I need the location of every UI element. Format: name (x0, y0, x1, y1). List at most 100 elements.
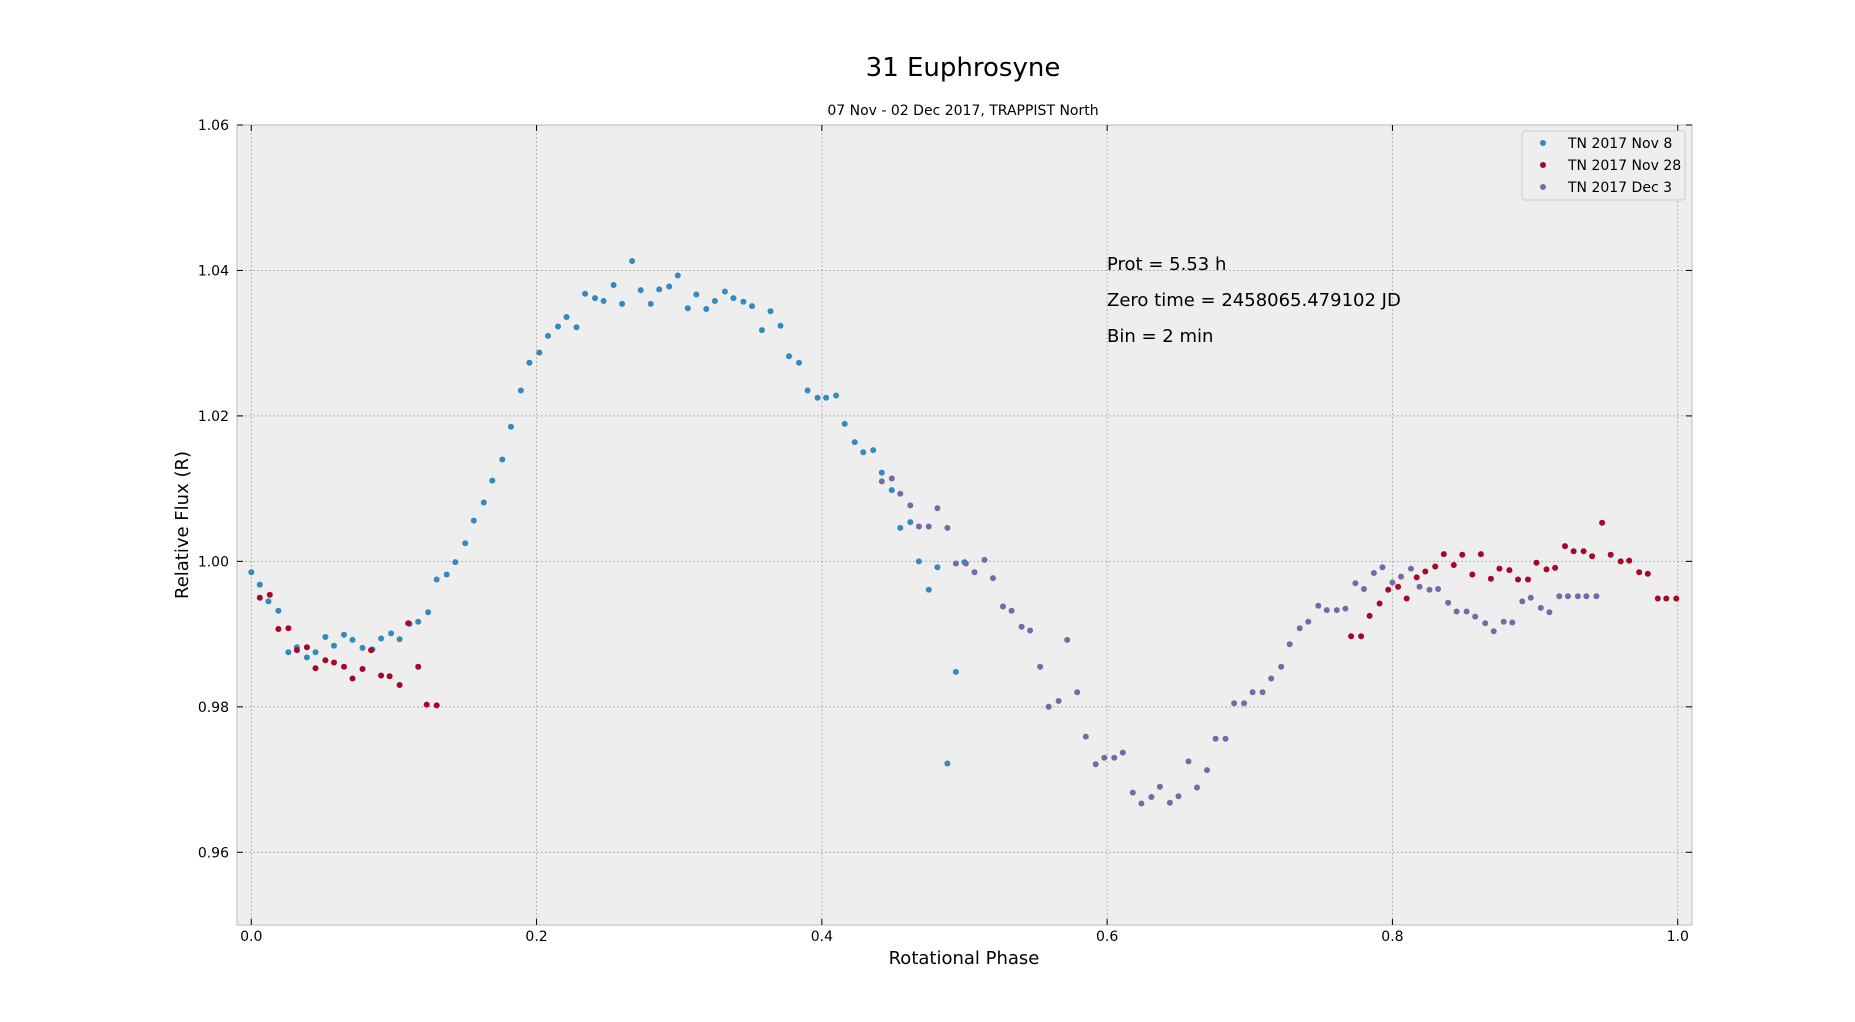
annotation-period: Prot = 5.53 h (1107, 254, 1226, 275)
y-axis-ticks: 0.96 0.98 1.00 1.02 1.04 1.06 (198, 118, 1692, 861)
data-point (1082, 733, 1089, 740)
data-point (915, 523, 922, 530)
data-point (1580, 548, 1587, 555)
data-point (1064, 636, 1071, 643)
data-point (1101, 754, 1108, 761)
data-point (878, 478, 885, 485)
data-point (841, 420, 848, 427)
data-point (341, 631, 347, 638)
data-point (452, 559, 459, 566)
data-point (322, 657, 329, 664)
data-point (944, 760, 951, 767)
data-point (1525, 576, 1531, 583)
data-point (1564, 593, 1571, 600)
series-2 (256, 519, 1680, 709)
data-point (1469, 571, 1476, 578)
data-point (925, 586, 932, 593)
data-point (1231, 700, 1238, 707)
data-point (443, 571, 450, 578)
data-point (462, 540, 469, 547)
data-point (637, 287, 644, 294)
data-point (312, 649, 319, 656)
data-point (1593, 593, 1600, 600)
data-point (971, 569, 978, 576)
data-point (1422, 568, 1429, 575)
data-point (1472, 613, 1479, 620)
data-point (1654, 595, 1661, 602)
data-point (1395, 583, 1402, 590)
data-point (1562, 543, 1568, 550)
data-point (1166, 799, 1173, 806)
data-point (1450, 562, 1457, 568)
data-point (285, 625, 292, 632)
data-point (711, 298, 718, 304)
data-point (629, 258, 636, 264)
data-point (1496, 565, 1503, 572)
data-point (1315, 602, 1322, 609)
data-point (684, 305, 691, 312)
data-point (1385, 586, 1392, 593)
data-point (573, 324, 580, 331)
data-point (526, 359, 533, 366)
legend-marker (1540, 140, 1546, 146)
data-point (749, 303, 755, 310)
legend-label: TN 2017 Dec 3 (1567, 180, 1672, 196)
data-point (388, 630, 395, 637)
data-point (934, 564, 941, 571)
grid (237, 124, 1692, 925)
data-point (1599, 519, 1606, 526)
data-point (1636, 569, 1643, 576)
data-point (767, 308, 774, 315)
data-point (610, 282, 617, 288)
data-point (256, 594, 263, 601)
series-1 (248, 258, 968, 767)
data-point (786, 353, 792, 360)
data-point (1506, 567, 1513, 574)
data-point (1556, 593, 1563, 600)
x-tick-label: 0.6 (1096, 929, 1118, 945)
data-point (656, 286, 663, 293)
data-point (1533, 559, 1540, 566)
chart-subtitle: 07 Nov - 02 Dec 2017, TRAPPIST North (827, 103, 1098, 119)
data-point (777, 322, 784, 329)
data-point (952, 668, 959, 675)
data-point (888, 487, 895, 494)
data-point (331, 659, 337, 666)
legend-box (1521, 130, 1686, 201)
data-point (545, 332, 551, 339)
data-point (303, 644, 310, 651)
data-point (1352, 580, 1359, 587)
data-point (489, 477, 496, 484)
data-point (600, 298, 607, 304)
data-point (378, 672, 385, 679)
data-point (1463, 608, 1470, 615)
data-point (619, 300, 626, 307)
data-point (730, 295, 737, 302)
data-point (386, 673, 393, 680)
data-point (823, 394, 830, 401)
data-point (1459, 551, 1466, 558)
data-point (359, 666, 366, 672)
data-point (1570, 548, 1577, 555)
data-point (1358, 633, 1365, 640)
data-point (1360, 586, 1367, 592)
data-point (1278, 663, 1285, 670)
data-point (312, 665, 319, 672)
data-point (341, 663, 347, 670)
data-point (934, 505, 941, 512)
data-point (1482, 620, 1489, 627)
data-point (265, 598, 272, 605)
data-point (1552, 564, 1559, 571)
data-point (1074, 689, 1081, 696)
data-point (415, 618, 422, 625)
data-point (582, 290, 589, 297)
data-point (1000, 603, 1006, 610)
annotation-zero-time: Zero time = 2458065.479102 JD (1107, 290, 1401, 311)
x-axis-label: Rotational Phase (889, 948, 1040, 969)
data-point (1111, 754, 1118, 761)
data-point (897, 490, 904, 497)
data-point (470, 517, 477, 524)
data-point (1241, 700, 1248, 707)
data-point (860, 449, 867, 456)
